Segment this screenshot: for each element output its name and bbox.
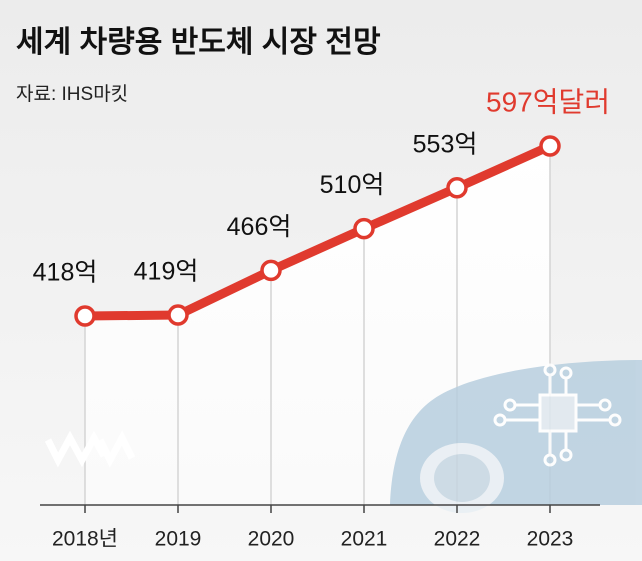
x-tick-label: 2019 <box>155 528 202 551</box>
value-label: 553억 <box>413 130 478 158</box>
plot: 2018년 2019 2020 2021 2022 2023 418억 419억 466억 510… <box>33 86 610 550</box>
source: 자료: IHS마킷 <box>16 83 128 105</box>
x-tick-label: 2023 <box>527 528 574 551</box>
x-tick-label: 2021 <box>341 528 388 551</box>
point <box>539 135 561 157</box>
value-label: 597억달러 <box>486 86 610 117</box>
chart-title: 세계 차량용 반도체 시장 전망 <box>16 26 381 59</box>
point <box>260 259 282 282</box>
value-label: 510억 <box>320 171 385 199</box>
value-label: 418억 <box>33 259 98 287</box>
point <box>353 217 375 240</box>
logo <box>44 430 136 468</box>
value-label: 419억 <box>134 258 199 286</box>
point <box>167 304 189 326</box>
car-illustration <box>390 360 642 513</box>
x-tick-label: 2020 <box>248 528 295 551</box>
x-tick-label: 2018년 <box>52 528 118 551</box>
value-label: 466억 <box>227 213 292 241</box>
point <box>446 177 468 199</box>
x-tick-label: 2022 <box>434 528 481 551</box>
point <box>74 305 96 327</box>
line <box>84 141 552 321</box>
